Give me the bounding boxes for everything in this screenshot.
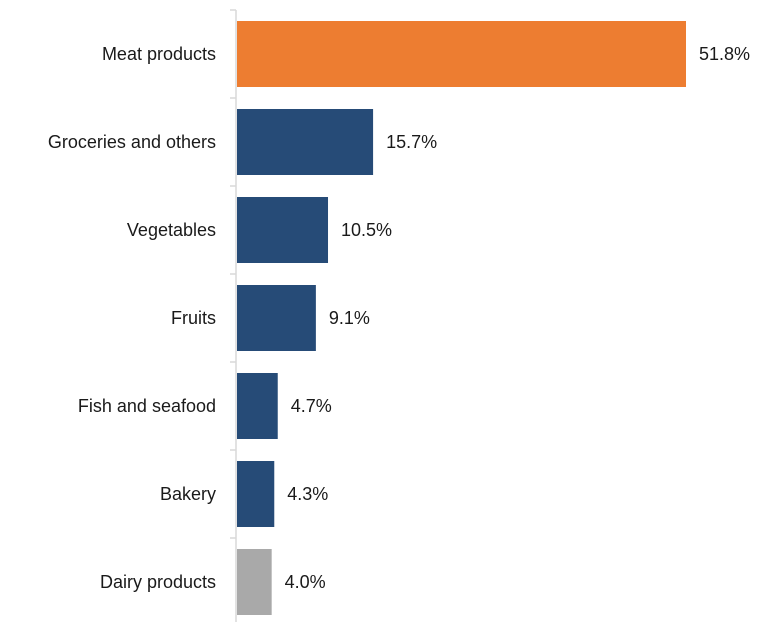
value-label: 4.7%	[291, 396, 332, 416]
bar-dairy-products	[237, 549, 272, 615]
bar-meat-products	[237, 21, 686, 87]
bar-groceries-and-others	[237, 109, 374, 175]
category-label: Groceries and others	[48, 132, 216, 152]
bar-fish-and-seafood	[237, 373, 278, 439]
bar-bakery	[237, 461, 275, 527]
category-label: Vegetables	[127, 220, 216, 240]
value-label: 15.7%	[386, 132, 437, 152]
value-label: 9.1%	[329, 308, 370, 328]
value-label: 4.0%	[285, 572, 326, 592]
category-label: Fruits	[171, 308, 216, 328]
category-label: Bakery	[160, 484, 216, 504]
category-label: Meat products	[102, 44, 216, 64]
value-label: 4.3%	[287, 484, 328, 504]
bar-vegetables	[237, 197, 329, 263]
category-label: Fish and seafood	[78, 396, 216, 416]
value-label: 10.5%	[341, 220, 392, 240]
category-label: Dairy products	[100, 572, 216, 592]
bar-fruits	[237, 285, 316, 351]
value-label: 51.8%	[699, 44, 750, 64]
